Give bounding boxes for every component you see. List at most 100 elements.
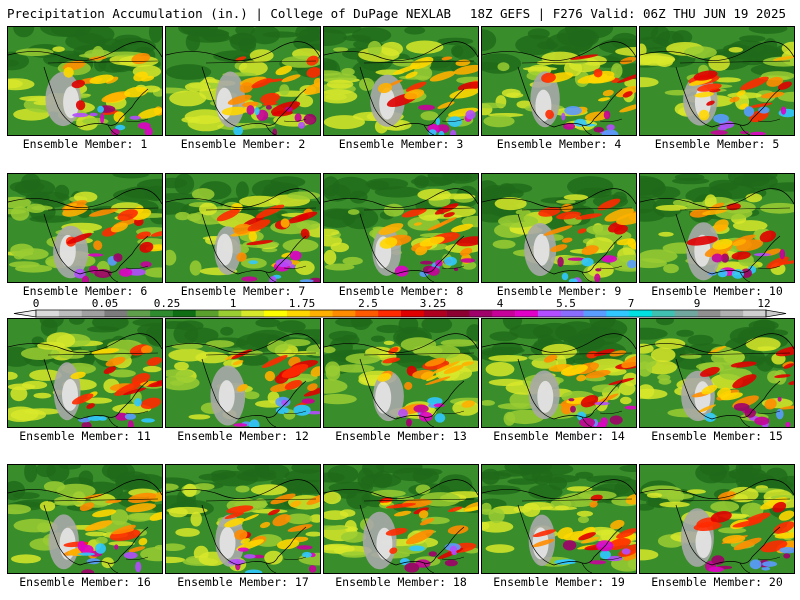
- ensemble-map-panel: [165, 464, 321, 574]
- colorbar-segment: [241, 310, 265, 317]
- colorbar-tick-label: 4: [496, 297, 504, 310]
- colorbar-segment: [81, 310, 105, 317]
- ensemble-map-panel: [323, 173, 479, 283]
- ensemble-member-label: Ensemble Member: 17: [177, 575, 309, 589]
- colorbar-segment: [697, 310, 721, 317]
- ensemble-member-label: Ensemble Member: 3: [338, 137, 464, 151]
- ensemble-map-panel: [323, 318, 479, 428]
- header: Precipitation Accumulation (in.) | Colle…: [0, 0, 800, 24]
- ensemble-member-label: Ensemble Member: 1: [22, 137, 148, 151]
- ensemble-member-label: Ensemble Member: 19: [493, 575, 625, 589]
- ensemble-member-label: Ensemble Member: 4: [496, 137, 622, 151]
- ensemble-map-panel: [639, 318, 795, 428]
- ensemble-member-label: Ensemble Member: 2: [180, 137, 306, 151]
- colorbar-tick-label: 2.5: [358, 297, 378, 310]
- precipitation-map: [8, 465, 162, 573]
- precipitation-map: [166, 465, 320, 573]
- precipitation-map: [482, 319, 636, 427]
- precipitation-map: [8, 27, 162, 135]
- ensemble-member-label: Ensemble Member: 14: [493, 429, 625, 443]
- ensemble-map-panel: [481, 318, 637, 428]
- colorbar-right-arrow: [765, 309, 787, 318]
- ensemble-map-panel: [639, 173, 795, 283]
- precipitation-map: [166, 27, 320, 135]
- ensemble-member-label: Ensemble Member: 15: [651, 429, 783, 443]
- colorbar-segment: [651, 310, 676, 317]
- precipitation-map: [166, 174, 320, 282]
- precipitation-map: [8, 174, 162, 282]
- colorbar-segment: [583, 310, 607, 317]
- precipitation-map: [324, 174, 478, 282]
- ensemble-map-panel: [481, 173, 637, 283]
- colorbar-segment: [446, 310, 470, 317]
- ensemble-member-label: Ensemble Member: 5: [654, 137, 780, 151]
- colorbar-segment: [150, 310, 174, 317]
- ensemble-map-panel: [7, 318, 163, 428]
- ensemble-map-panel: [639, 26, 795, 136]
- ensemble-member-label: Ensemble Member: 16: [19, 575, 151, 589]
- ensemble-member-label: Ensemble Member: 10: [651, 284, 783, 298]
- precipitation-map: [324, 319, 478, 427]
- colorbar-tick-label: 0: [32, 297, 40, 310]
- colorbar-segment: [264, 310, 288, 317]
- colorbar-segment: [720, 310, 744, 317]
- precipitation-map: [640, 27, 794, 135]
- colorbar-segment: [492, 310, 516, 317]
- colorbar-segment: [537, 310, 561, 317]
- ensemble-member-label: Ensemble Member: 12: [177, 429, 309, 443]
- ensemble-map-panel: [639, 464, 795, 574]
- colorbar-segment: [606, 310, 630, 317]
- precipitation-map: [482, 465, 636, 573]
- colorbar-segment: [743, 310, 767, 317]
- colorbar-segment: [355, 310, 379, 317]
- colorbar-tick-label: 1.75: [288, 297, 316, 310]
- colorbar-segment: [58, 310, 82, 317]
- ensemble-map-panel: [7, 464, 163, 574]
- ensemble-member-label: Ensemble Member: 20: [651, 575, 783, 589]
- precipitation-map: [8, 319, 162, 427]
- ensemble-map-panel: [7, 26, 163, 136]
- colorbar-segment: [629, 310, 653, 317]
- ensemble-member-label: Ensemble Member: 8: [338, 284, 464, 298]
- colorbar-segment: [172, 310, 196, 317]
- colorbar-segment: [309, 310, 333, 317]
- colorbar-segment: [560, 310, 584, 317]
- colorbar-tick-label: 7: [627, 297, 635, 310]
- colorbar-segment: [286, 310, 311, 317]
- precipitation-map: [640, 174, 794, 282]
- colorbar-segment: [515, 310, 539, 317]
- colorbar-segment: [469, 310, 493, 317]
- precipitation-map: [640, 319, 794, 427]
- ensemble-member-label: Ensemble Member: 13: [335, 429, 467, 443]
- precipitation-map: [166, 319, 320, 427]
- precipitation-map: [324, 465, 478, 573]
- colorbar-segment: [218, 310, 242, 317]
- ensemble-map-panel: [323, 26, 479, 136]
- colorbar-segment: [378, 310, 402, 317]
- colorbar-segment: [423, 310, 447, 317]
- ensemble-member-label: Ensemble Member: 6: [22, 284, 148, 298]
- colorbar-segment: [332, 310, 356, 317]
- colorbar-tick-label: 0.05: [91, 297, 119, 310]
- page-title: Precipitation Accumulation (in.) | Colle…: [7, 6, 452, 21]
- colorbar-tick-label: 1: [229, 297, 237, 310]
- colorbar-outline: [35, 309, 767, 318]
- colorbar-segment: [36, 310, 60, 317]
- colorbar-tick-label: 3.25: [419, 297, 447, 310]
- ensemble-map-panel: [481, 464, 637, 574]
- ensemble-member-label: Ensemble Member: 18: [335, 575, 467, 589]
- run-info: 18Z GEFS | F276 Valid: 06Z THU JUN 19 20…: [469, 6, 786, 21]
- colorbar-segment: [401, 310, 425, 317]
- ensemble-member-label: Ensemble Member: 9: [496, 284, 622, 298]
- colorbar-segment: [674, 310, 698, 317]
- ensemble-member-label: Ensemble Member: 11: [19, 429, 151, 443]
- colorbar-tick-label: 12: [757, 297, 771, 310]
- colorbar-tick-label: 9: [693, 297, 701, 310]
- ensemble-map-panel: [165, 26, 321, 136]
- colorbar-segment: [195, 310, 219, 317]
- ensemble-map-panel: [323, 464, 479, 574]
- colorbar-left-arrow: [13, 309, 37, 318]
- precipitation-map: [482, 27, 636, 135]
- ensemble-map-panel: [481, 26, 637, 136]
- colorbar-tick-label: 0.25: [153, 297, 181, 310]
